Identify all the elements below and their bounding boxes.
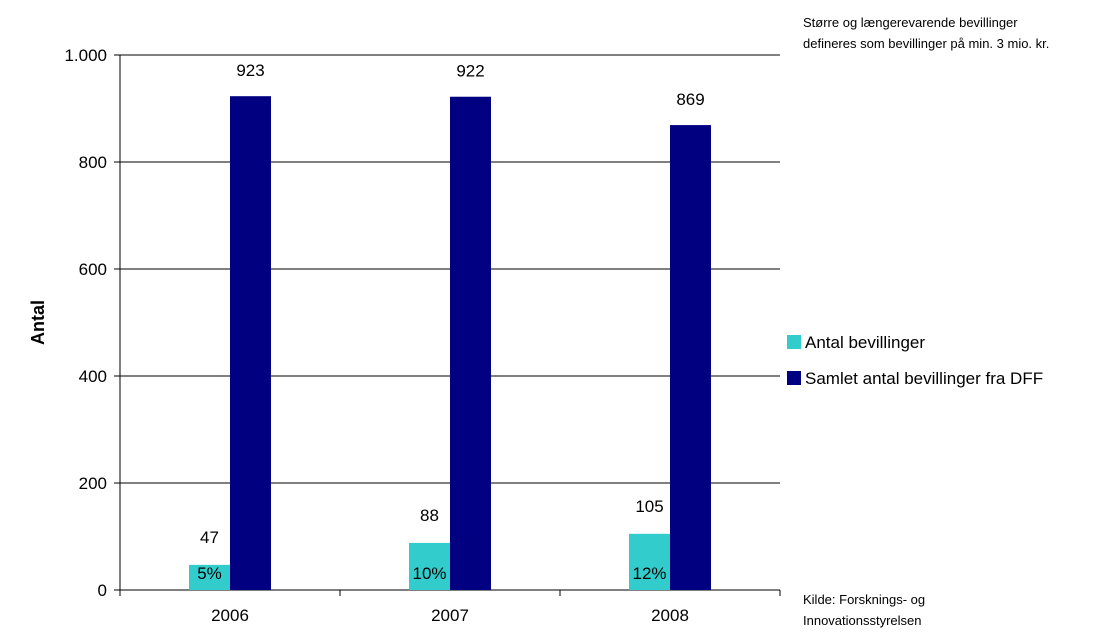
source-note: Kilde: Forsknings- og Innovationsstyrels…	[803, 592, 926, 628]
legend-item-series-2: Samlet antal bevillinger fra DFF	[787, 369, 1043, 389]
data-label-series-2: 869	[676, 90, 704, 109]
legend-item-series-1: Antal bevillinger	[787, 333, 925, 353]
y-tick-label: 400	[79, 367, 107, 386]
y-axis-title: Antal	[28, 300, 48, 345]
data-label-series-1: 88	[420, 506, 439, 525]
legend-label-series-1: Antal bevillinger	[805, 333, 926, 352]
legend-swatch-series-1	[787, 335, 801, 349]
share-label: 12%	[632, 564, 666, 583]
bar-series-2	[450, 96, 491, 590]
legend-swatch-series-2	[787, 371, 801, 385]
bar-series-1	[629, 533, 670, 590]
data-label-series-1: 47	[200, 528, 219, 547]
data-label-series-2: 923	[236, 61, 264, 80]
bar-series-1	[189, 564, 230, 590]
data-label-series-2: 922	[456, 62, 484, 81]
y-tick-label: 600	[79, 260, 107, 279]
data-label-series-1: 105	[635, 497, 663, 516]
bar-series-2	[230, 96, 271, 590]
y-tick-label: 200	[79, 474, 107, 493]
y-tick-label: 800	[79, 153, 107, 172]
share-label: 10%	[412, 564, 446, 583]
y-tick-label: 0	[98, 581, 107, 600]
x-tick-label: 2006	[211, 606, 249, 625]
x-tick-label: 2008	[651, 606, 689, 625]
bar-series-1	[409, 542, 450, 590]
share-label: 5%	[197, 564, 222, 583]
x-tick-label: 2007	[431, 606, 469, 625]
bar-series-2	[670, 125, 711, 591]
definition-note: Større og længerevarende bevillinger def…	[803, 15, 1050, 51]
legend-label-series-2: Samlet antal bevillinger fra DFF	[805, 369, 1044, 388]
y-tick-label: 1.000	[64, 46, 107, 65]
